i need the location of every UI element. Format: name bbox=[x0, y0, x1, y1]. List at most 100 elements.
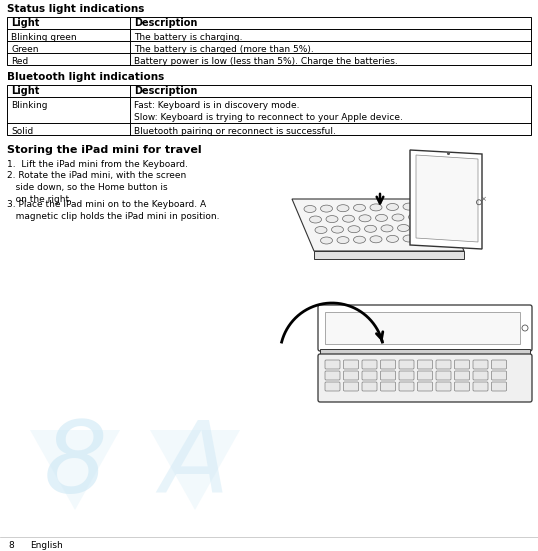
Ellipse shape bbox=[370, 204, 382, 211]
Text: A: A bbox=[161, 417, 229, 514]
FancyBboxPatch shape bbox=[325, 382, 340, 391]
FancyBboxPatch shape bbox=[436, 360, 451, 369]
Text: Storing the iPad mini for travel: Storing the iPad mini for travel bbox=[7, 145, 202, 155]
Text: Light: Light bbox=[11, 86, 39, 96]
Text: Light: Light bbox=[11, 18, 39, 28]
FancyBboxPatch shape bbox=[436, 371, 451, 380]
FancyBboxPatch shape bbox=[399, 382, 414, 391]
Ellipse shape bbox=[326, 215, 338, 223]
FancyBboxPatch shape bbox=[380, 371, 395, 380]
Ellipse shape bbox=[425, 213, 437, 220]
Ellipse shape bbox=[304, 206, 316, 213]
FancyBboxPatch shape bbox=[436, 382, 451, 391]
Text: English: English bbox=[30, 541, 63, 550]
Ellipse shape bbox=[420, 235, 431, 241]
Ellipse shape bbox=[376, 214, 387, 222]
Text: Bluetooth pairing or reconnect is successful.: Bluetooth pairing or reconnect is succes… bbox=[134, 127, 336, 136]
FancyBboxPatch shape bbox=[318, 305, 532, 351]
FancyBboxPatch shape bbox=[492, 360, 506, 369]
Text: Green: Green bbox=[11, 45, 39, 53]
Ellipse shape bbox=[403, 235, 415, 242]
Bar bbox=[7, 17, 531, 65]
Ellipse shape bbox=[365, 225, 377, 233]
FancyBboxPatch shape bbox=[417, 382, 433, 391]
Polygon shape bbox=[292, 199, 464, 251]
Ellipse shape bbox=[436, 202, 448, 209]
Ellipse shape bbox=[430, 224, 442, 231]
FancyBboxPatch shape bbox=[455, 371, 470, 380]
FancyBboxPatch shape bbox=[492, 371, 506, 380]
FancyBboxPatch shape bbox=[343, 371, 358, 380]
Ellipse shape bbox=[408, 214, 421, 220]
Bar bbox=[7, 85, 531, 135]
Ellipse shape bbox=[436, 234, 448, 241]
Ellipse shape bbox=[414, 224, 426, 231]
Ellipse shape bbox=[392, 214, 404, 221]
Polygon shape bbox=[30, 430, 120, 510]
FancyBboxPatch shape bbox=[343, 382, 358, 391]
Ellipse shape bbox=[353, 204, 365, 211]
FancyBboxPatch shape bbox=[362, 371, 377, 380]
FancyBboxPatch shape bbox=[492, 382, 506, 391]
Ellipse shape bbox=[420, 203, 431, 210]
Ellipse shape bbox=[331, 226, 343, 233]
FancyBboxPatch shape bbox=[399, 371, 414, 380]
Ellipse shape bbox=[386, 235, 399, 242]
Text: Status light indications: Status light indications bbox=[7, 4, 144, 14]
Bar bbox=[320, 349, 530, 356]
Text: Description: Description bbox=[134, 86, 197, 96]
Ellipse shape bbox=[370, 236, 382, 243]
FancyBboxPatch shape bbox=[417, 371, 433, 380]
FancyBboxPatch shape bbox=[318, 354, 532, 402]
Ellipse shape bbox=[353, 236, 365, 243]
FancyBboxPatch shape bbox=[325, 360, 340, 369]
FancyBboxPatch shape bbox=[399, 360, 414, 369]
Ellipse shape bbox=[381, 225, 393, 232]
FancyBboxPatch shape bbox=[343, 360, 358, 369]
Ellipse shape bbox=[447, 223, 459, 230]
Text: Bluetooth light indications: Bluetooth light indications bbox=[7, 72, 164, 82]
Text: Description: Description bbox=[134, 18, 197, 28]
Ellipse shape bbox=[337, 236, 349, 244]
FancyBboxPatch shape bbox=[455, 360, 470, 369]
Text: The battery is charging.: The battery is charging. bbox=[134, 33, 243, 41]
FancyBboxPatch shape bbox=[417, 360, 433, 369]
Ellipse shape bbox=[337, 205, 349, 212]
Text: 3. Place the iPad mini on to the Keyboard. A
   magnetic clip holds the iPad min: 3. Place the iPad mini on to the Keyboar… bbox=[7, 200, 220, 221]
FancyBboxPatch shape bbox=[362, 360, 377, 369]
Text: Red: Red bbox=[11, 57, 29, 66]
Polygon shape bbox=[410, 150, 482, 249]
Ellipse shape bbox=[321, 205, 332, 212]
Ellipse shape bbox=[315, 226, 327, 234]
Ellipse shape bbox=[321, 237, 332, 244]
Polygon shape bbox=[314, 251, 464, 259]
FancyBboxPatch shape bbox=[455, 382, 470, 391]
Text: 8: 8 bbox=[8, 541, 14, 550]
Text: Blinking green: Blinking green bbox=[11, 33, 76, 41]
Ellipse shape bbox=[309, 216, 322, 223]
FancyBboxPatch shape bbox=[473, 371, 488, 380]
Text: Solid: Solid bbox=[11, 127, 33, 136]
Polygon shape bbox=[416, 155, 478, 242]
Text: Fast: Keyboard is in discovery mode.
Slow: Keyboard is trying to reconnect to yo: Fast: Keyboard is in discovery mode. Slo… bbox=[134, 100, 403, 122]
Text: ×: × bbox=[480, 197, 486, 203]
Text: 2. Rotate the iPad mini, with the screen
   side down, so the Home button is
   : 2. Rotate the iPad mini, with the screen… bbox=[7, 171, 186, 204]
Ellipse shape bbox=[359, 215, 371, 222]
FancyBboxPatch shape bbox=[380, 382, 395, 391]
Ellipse shape bbox=[386, 203, 399, 210]
FancyBboxPatch shape bbox=[473, 360, 488, 369]
Ellipse shape bbox=[403, 203, 415, 210]
FancyBboxPatch shape bbox=[325, 371, 340, 380]
Text: Battery power is low (less than 5%). Charge the batteries.: Battery power is low (less than 5%). Cha… bbox=[134, 57, 398, 66]
Ellipse shape bbox=[442, 213, 454, 220]
Ellipse shape bbox=[343, 215, 355, 222]
Bar bbox=[325, 312, 520, 344]
FancyBboxPatch shape bbox=[380, 360, 395, 369]
FancyBboxPatch shape bbox=[362, 382, 377, 391]
Text: The battery is charged (more than 5%).: The battery is charged (more than 5%). bbox=[134, 45, 314, 53]
Polygon shape bbox=[150, 430, 240, 510]
FancyBboxPatch shape bbox=[473, 382, 488, 391]
Ellipse shape bbox=[452, 234, 464, 241]
Ellipse shape bbox=[348, 226, 360, 233]
Text: 1.  Lift the iPad mini from the Keyboard.: 1. Lift the iPad mini from the Keyboard. bbox=[7, 160, 188, 169]
